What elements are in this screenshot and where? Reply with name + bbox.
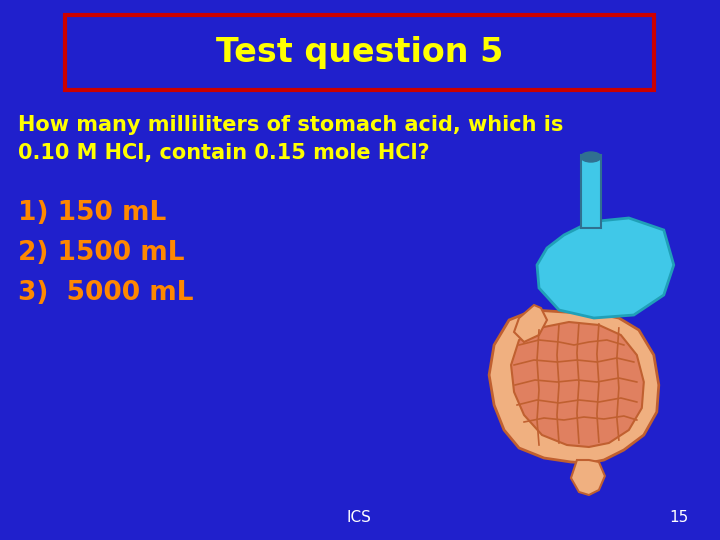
Polygon shape <box>514 305 547 342</box>
Polygon shape <box>511 322 644 447</box>
Polygon shape <box>489 310 659 463</box>
Text: How many milliliters of stomach acid, which is: How many milliliters of stomach acid, wh… <box>18 115 563 135</box>
Polygon shape <box>537 218 674 318</box>
Text: 1) 150 mL: 1) 150 mL <box>18 200 166 226</box>
Ellipse shape <box>581 152 601 162</box>
Text: 2) 1500 mL: 2) 1500 mL <box>18 240 184 266</box>
Text: 3)  5000 mL: 3) 5000 mL <box>18 280 194 306</box>
Text: 0.10 M HCl, contain 0.15 mole HCl?: 0.10 M HCl, contain 0.15 mole HCl? <box>18 143 430 163</box>
FancyBboxPatch shape <box>65 15 654 90</box>
Text: ICS: ICS <box>347 510 372 525</box>
Text: 15: 15 <box>669 510 688 525</box>
Polygon shape <box>571 460 605 495</box>
Text: Test question 5: Test question 5 <box>216 36 503 69</box>
Polygon shape <box>581 155 601 228</box>
